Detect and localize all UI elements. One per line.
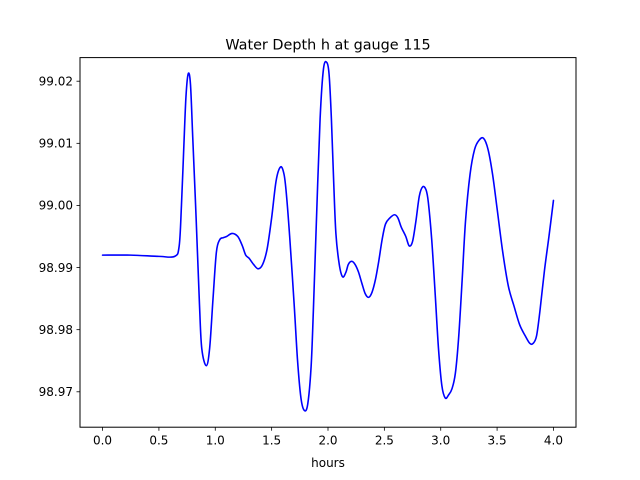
x-tick-label: 2.5 bbox=[375, 434, 394, 448]
x-tick-label: 0.0 bbox=[93, 434, 112, 448]
y-tick-label: 99.00 bbox=[39, 199, 73, 213]
x-tick-label: 1.5 bbox=[262, 434, 281, 448]
y-tick-label: 98.98 bbox=[39, 323, 73, 337]
x-axis-ticks: 0.0 0.5 1.0 1.5 2.0 2.5 3.0 3.5 4.0 bbox=[93, 427, 563, 448]
x-tick-label: 2.0 bbox=[318, 434, 337, 448]
x-tick-label: 0.5 bbox=[149, 434, 168, 448]
x-axis-label: hours bbox=[311, 456, 345, 470]
x-tick-label: 3.0 bbox=[431, 434, 450, 448]
y-tick-label: 98.99 bbox=[39, 261, 73, 275]
series-line-0 bbox=[101, 60, 555, 412]
y-tick-label: 99.01 bbox=[39, 137, 73, 151]
x-tick-label: 3.5 bbox=[488, 434, 507, 448]
x-tick-label: 1.0 bbox=[206, 434, 225, 448]
y-axis-ticks: 98.97 98.98 98.99 99.00 99.01 99.02 bbox=[39, 75, 80, 399]
y-tick-label: 99.02 bbox=[39, 75, 73, 89]
x-tick-label: 4.0 bbox=[544, 434, 563, 448]
chart-title: Water Depth h at gauge 115 bbox=[225, 38, 430, 54]
y-tick-label: 98.97 bbox=[39, 385, 73, 399]
series-layer bbox=[101, 60, 555, 412]
plot-area bbox=[80, 57, 576, 428]
